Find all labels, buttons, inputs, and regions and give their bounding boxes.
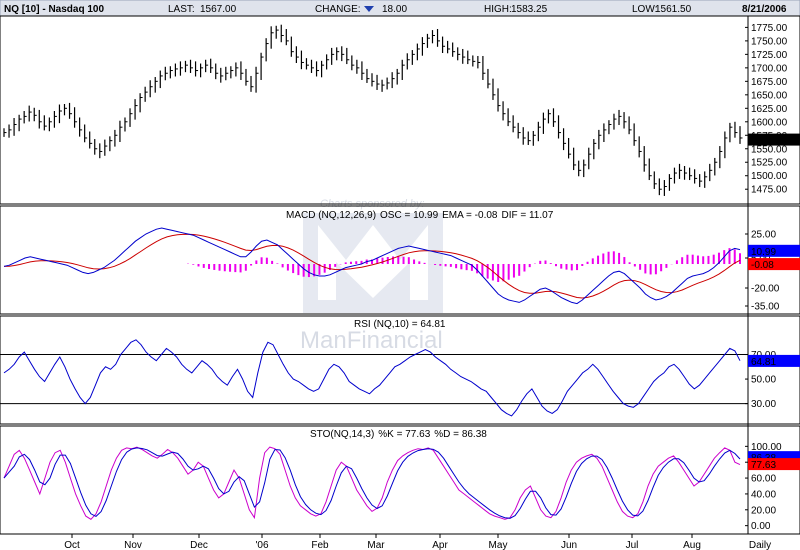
- price-ytick-label: 1475.00: [751, 185, 788, 196]
- header-last-label: LAST:: [168, 4, 195, 15]
- x-tick-label: Jul: [626, 540, 639, 550]
- plots-layer: 1775.00 1750.00 1725.00 1700.00 1675.00 1650.…: [0, 16, 800, 550]
- rsi-line: [3, 339, 741, 417]
- change-down-arrow-icon: [364, 6, 374, 12]
- x-tick-label: Aug: [683, 540, 701, 550]
- macd-ema-line: [3, 233, 741, 299]
- sto-ytick-label: 0.00: [751, 521, 771, 532]
- price-ytick-label: 1600.00: [751, 117, 788, 128]
- x-tick-label: Dec: [190, 540, 208, 550]
- price-ytick-label: 1775.00: [751, 23, 788, 34]
- price-ytick-label: 1625.00: [751, 104, 788, 115]
- header-high-label: HIGH:: [484, 4, 512, 15]
- sto-k-line: [3, 446, 741, 520]
- price-ytick-label: 1675.00: [751, 77, 788, 88]
- watermark-line2: ManFinancial: [300, 327, 443, 354]
- rsi-title: RSI (NQ,10) = 64.81: [354, 319, 446, 330]
- macd-osc-eq: =: [402, 210, 413, 221]
- sto-title-text: STO(NQ,14,3): [310, 429, 374, 440]
- price-last-tag: [748, 133, 800, 146]
- macd-ema-eq: =: [463, 210, 474, 221]
- macd-value-tag: [748, 244, 800, 257]
- x-tick-label: May: [489, 540, 508, 550]
- rsi-title-text: RSI (NQ,10): [354, 319, 409, 330]
- rsi-ytick-label: 50.00: [751, 375, 776, 386]
- macd-dif-line: [3, 227, 741, 305]
- macd-ema-label: EMA: [442, 210, 464, 221]
- sto-ytick-label: 40.00: [751, 489, 776, 500]
- sto-d-eq: =: [450, 429, 461, 440]
- x-tick-label: Feb: [311, 540, 329, 550]
- macd-ema-value: -0.08: [475, 210, 498, 221]
- macd-title: MACD (NQ,12,26,9) OSC = 10.99 EMA = -0.08 D…: [286, 210, 554, 221]
- macd-dif-eq: =: [518, 210, 529, 221]
- rsi-value-tag: [748, 354, 800, 367]
- x-tick-label: Daily: [749, 540, 771, 550]
- sto-k-value: 77.63: [405, 429, 430, 440]
- rsi-ytick-label: 30.00: [751, 399, 776, 410]
- header-change-label: CHANGE:: [315, 4, 361, 15]
- header-high-value: 1583.25: [511, 4, 548, 15]
- macd-ytick-label: 25.00: [751, 230, 776, 241]
- rsi-value-tag-text: 64.81: [751, 357, 776, 368]
- sto-d-value: 86.38: [462, 429, 487, 440]
- macd-ytick-label: -35.00: [751, 302, 780, 313]
- macd-dif-value: 11.07: [529, 210, 554, 221]
- header-low-label: LOW:: [632, 4, 657, 15]
- macd-histogram: [187, 248, 741, 282]
- sto-ytick-label: 60.00: [751, 474, 776, 485]
- sto-panel-frame: [0, 425, 800, 535]
- macd-title-text: MACD (NQ,12,26,9): [286, 210, 376, 221]
- sto-value-tag-text: 77.63: [751, 460, 776, 471]
- sto-d-line: [3, 447, 741, 519]
- macd-dif-label: DIF: [501, 210, 517, 221]
- header-date: 8/21/2006: [742, 4, 787, 15]
- x-tick-label: '06: [255, 540, 268, 550]
- macd-osc-value: 10.99: [413, 210, 438, 221]
- price-ytick-label: 1525.00: [751, 158, 788, 169]
- macd-value-tag: [748, 258, 800, 271]
- macd-value-tag-text: -0.08: [751, 260, 774, 271]
- header-last-value: 1567.00: [200, 4, 237, 15]
- price-bars: [3, 24, 743, 196]
- price-ytick-label: 1725.00: [751, 50, 788, 61]
- macd-osc-label: OSC: [380, 210, 402, 221]
- sto-k-label: %K: [378, 429, 394, 440]
- sto-title: STO(NQ,14,3) %K = 77.63 %D = 86.38: [310, 429, 487, 440]
- rsi-panel-frame: [0, 315, 800, 425]
- rsi-eq: =: [409, 319, 420, 330]
- x-tick-label: Oct: [64, 540, 80, 550]
- macd-value-tag-text: 10.99: [751, 247, 776, 258]
- sto-ytick-label: 100.00: [751, 442, 782, 453]
- price-last-tag-text: 1567.00: [751, 136, 788, 147]
- x-tick-label: Nov: [124, 540, 142, 550]
- header-symbol: NQ [10] - Nasdaq 100: [4, 4, 104, 15]
- x-tick-label: Mar: [367, 540, 385, 550]
- price-panel-frame: [0, 15, 800, 205]
- x-tick-label: Jun: [561, 540, 577, 550]
- rsi-title-value: 64.81: [420, 319, 445, 330]
- price-ytick-label: 1750.00: [751, 36, 788, 47]
- x-tick-label: Apr: [432, 540, 448, 550]
- sto-ytick-label: 20.00: [751, 505, 776, 516]
- sto-value-tag: [748, 458, 800, 471]
- price-ytick-label: 1700.00: [751, 63, 788, 74]
- price-ytick-label: 1550.00: [751, 144, 788, 155]
- header-low-value: 1561.50: [655, 4, 692, 15]
- sto-k-eq: =: [394, 429, 405, 440]
- header-change-value: 18.00: [382, 4, 407, 15]
- macd-panel-frame: [0, 205, 800, 315]
- macd-ytick-label: -20.00: [751, 284, 780, 295]
- price-ytick-label: 1650.00: [751, 90, 788, 101]
- sto-d-label: %D: [434, 429, 450, 440]
- price-ytick-label: 1500.00: [751, 171, 788, 182]
